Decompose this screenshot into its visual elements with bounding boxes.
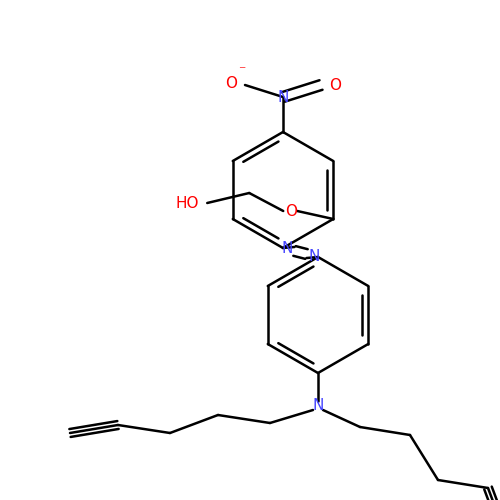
Text: O: O — [285, 204, 297, 218]
Text: N: N — [308, 248, 320, 264]
Text: N: N — [281, 242, 292, 256]
Text: N: N — [312, 398, 324, 412]
Text: O: O — [329, 78, 341, 92]
Text: HO: HO — [176, 196, 199, 210]
Text: ⁻: ⁻ — [238, 64, 246, 78]
Text: O: O — [225, 76, 237, 90]
Text: N: N — [278, 90, 288, 104]
